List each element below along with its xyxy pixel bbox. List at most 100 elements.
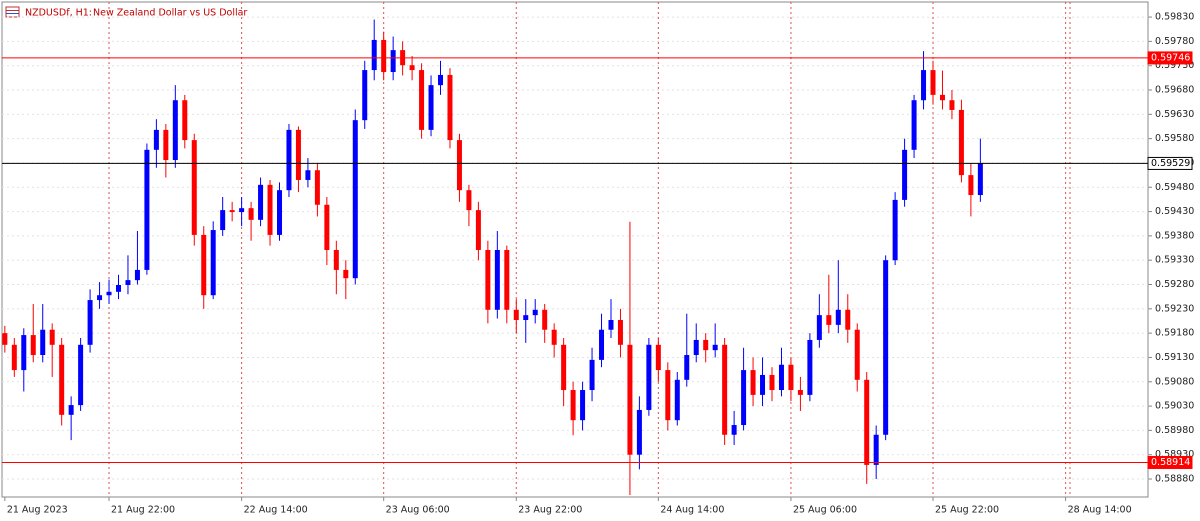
candle-body — [210, 230, 216, 296]
candle-body — [381, 39, 387, 73]
candle-body — [712, 344, 718, 351]
y-tick-label: 0.59180 — [1155, 328, 1194, 339]
candle-body — [523, 315, 529, 321]
candle-body — [589, 359, 595, 391]
y-tick-label: 0.59230 — [1155, 303, 1194, 314]
candle-body — [608, 320, 614, 330]
price-level-label: 0.59746 — [1151, 52, 1190, 63]
candle-body — [333, 249, 339, 270]
candle-body — [769, 374, 775, 391]
chart-subtitle: New Zealand Dollar vs US Dollar — [93, 8, 247, 19]
candle-body — [125, 280, 131, 285]
chart-title: NZDUSDf, H1: — [25, 8, 92, 19]
y-tick-label: 0.59680 — [1155, 85, 1194, 96]
candle-body — [466, 190, 472, 211]
candle-body — [220, 210, 226, 231]
y-tick-label: 0.59380 — [1155, 230, 1194, 241]
candle-body — [873, 434, 879, 465]
candle-body — [428, 85, 434, 130]
candle-body — [911, 100, 917, 150]
x-tick-label: 28 Aug 14:00 — [1068, 505, 1132, 516]
candle-body — [456, 140, 462, 191]
y-tick-label: 0.59480 — [1155, 182, 1194, 193]
candle-body — [930, 70, 936, 95]
candle-body — [438, 74, 444, 86]
price-level-label: 0.58914 — [1151, 457, 1190, 468]
candle-body — [580, 390, 586, 421]
candle-body — [352, 120, 358, 279]
candle-body — [144, 149, 150, 270]
candle-body — [78, 344, 84, 406]
candle-body — [599, 329, 605, 360]
candle-body — [561, 344, 567, 391]
x-tick-label: 22 Aug 14:00 — [244, 505, 308, 516]
y-tick-label: 0.59730 — [1155, 60, 1194, 71]
candle-body — [248, 208, 254, 220]
y-tick-label: 0.58980 — [1155, 425, 1194, 436]
candle-body — [750, 370, 756, 395]
candle-body — [324, 204, 330, 250]
candle-body — [731, 425, 737, 435]
candle-body — [921, 70, 927, 101]
candle-body — [797, 390, 803, 395]
candle-body — [21, 335, 27, 371]
candle-body — [59, 344, 65, 415]
candle-body — [902, 149, 908, 200]
candle-body — [258, 184, 264, 220]
candle-body — [807, 339, 813, 395]
candle-body — [760, 374, 766, 395]
candle-body — [845, 309, 851, 330]
y-tick-label: 0.59130 — [1155, 352, 1194, 363]
candle-body — [551, 329, 557, 345]
candle-body — [49, 329, 55, 345]
y-tick-label: 0.59330 — [1155, 255, 1194, 266]
candle-body — [343, 269, 349, 279]
candle-body — [636, 409, 642, 455]
candle-body — [513, 309, 519, 321]
candle-body — [172, 100, 178, 161]
candle-body — [854, 329, 860, 380]
candle-body — [693, 339, 699, 356]
candle-body — [305, 170, 311, 180]
candle-body — [40, 329, 46, 356]
candle-body — [163, 129, 169, 161]
candle-body — [883, 260, 889, 435]
candle-body — [504, 249, 510, 310]
candle-body — [892, 199, 898, 261]
x-tick-label: 24 Aug 14:00 — [660, 505, 724, 516]
symbol-icon — [5, 6, 20, 18]
candle-body — [277, 190, 283, 235]
candle-body — [371, 39, 377, 71]
candle-body — [390, 50, 396, 73]
candle-body — [977, 163, 983, 196]
candle-body — [30, 335, 36, 356]
candle-body — [665, 370, 671, 421]
x-tick-label: 25 Aug 06:00 — [793, 505, 857, 516]
y-tick-label: 0.59430 — [1155, 206, 1194, 217]
candle-body — [939, 94, 945, 101]
x-tick-label: 23 Aug 22:00 — [518, 505, 582, 516]
candle-body — [703, 339, 709, 351]
candle-body — [494, 249, 500, 310]
candle-body — [182, 100, 188, 141]
candle-body — [722, 344, 728, 435]
y-tick-label: 0.59280 — [1155, 279, 1194, 290]
plot-frame — [1, 1, 1149, 498]
candle-body — [627, 344, 633, 455]
y-tick-label: 0.58880 — [1155, 474, 1194, 485]
candle-body — [475, 210, 481, 250]
candle-body — [295, 129, 301, 180]
candle-body — [2, 333, 8, 345]
candle-body — [816, 315, 822, 340]
candle-body — [201, 234, 207, 296]
x-tick-label: 23 Aug 06:00 — [386, 505, 450, 516]
candle-body — [115, 284, 121, 292]
candle-body — [949, 100, 955, 110]
candle-body — [87, 300, 93, 345]
candle-body — [191, 140, 197, 235]
candle-body — [286, 129, 292, 191]
candle-body — [835, 309, 841, 325]
candle-body — [532, 309, 538, 316]
candle-body — [684, 355, 690, 380]
